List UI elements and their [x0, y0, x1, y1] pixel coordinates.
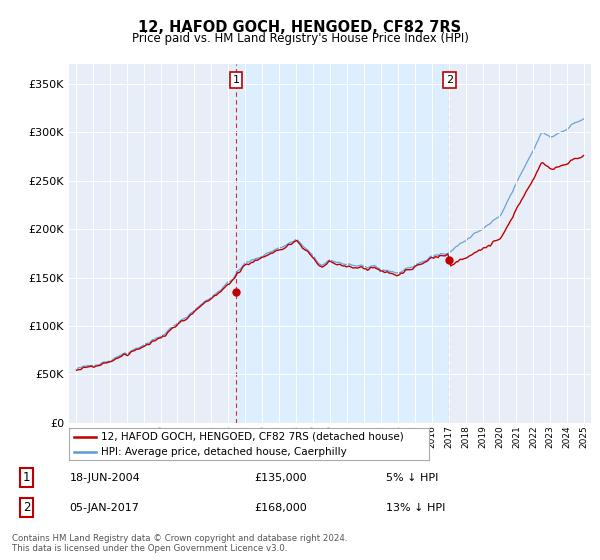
Text: 1: 1 — [233, 75, 239, 85]
Text: 18-JUN-2004: 18-JUN-2004 — [70, 473, 140, 483]
Text: Price paid vs. HM Land Registry's House Price Index (HPI): Price paid vs. HM Land Registry's House … — [131, 32, 469, 45]
Text: 13% ↓ HPI: 13% ↓ HPI — [386, 503, 446, 513]
Text: 05-JAN-2017: 05-JAN-2017 — [70, 503, 139, 513]
Text: £135,000: £135,000 — [254, 473, 307, 483]
Text: £168,000: £168,000 — [254, 503, 307, 513]
Text: This data is licensed under the Open Government Licence v3.0.: This data is licensed under the Open Gov… — [12, 544, 287, 553]
Text: 12, HAFOD GOCH, HENGOED, CF82 7RS: 12, HAFOD GOCH, HENGOED, CF82 7RS — [139, 20, 461, 35]
Text: 12, HAFOD GOCH, HENGOED, CF82 7RS (detached house): 12, HAFOD GOCH, HENGOED, CF82 7RS (detac… — [101, 432, 404, 442]
Text: 5% ↓ HPI: 5% ↓ HPI — [386, 473, 439, 483]
Text: 2: 2 — [23, 501, 30, 515]
Text: 2: 2 — [446, 75, 453, 85]
Text: Contains HM Land Registry data © Crown copyright and database right 2024.: Contains HM Land Registry data © Crown c… — [12, 534, 347, 543]
Bar — [236, 64, 449, 423]
Text: 1: 1 — [23, 471, 30, 484]
Text: HPI: Average price, detached house, Caerphilly: HPI: Average price, detached house, Caer… — [101, 447, 347, 457]
